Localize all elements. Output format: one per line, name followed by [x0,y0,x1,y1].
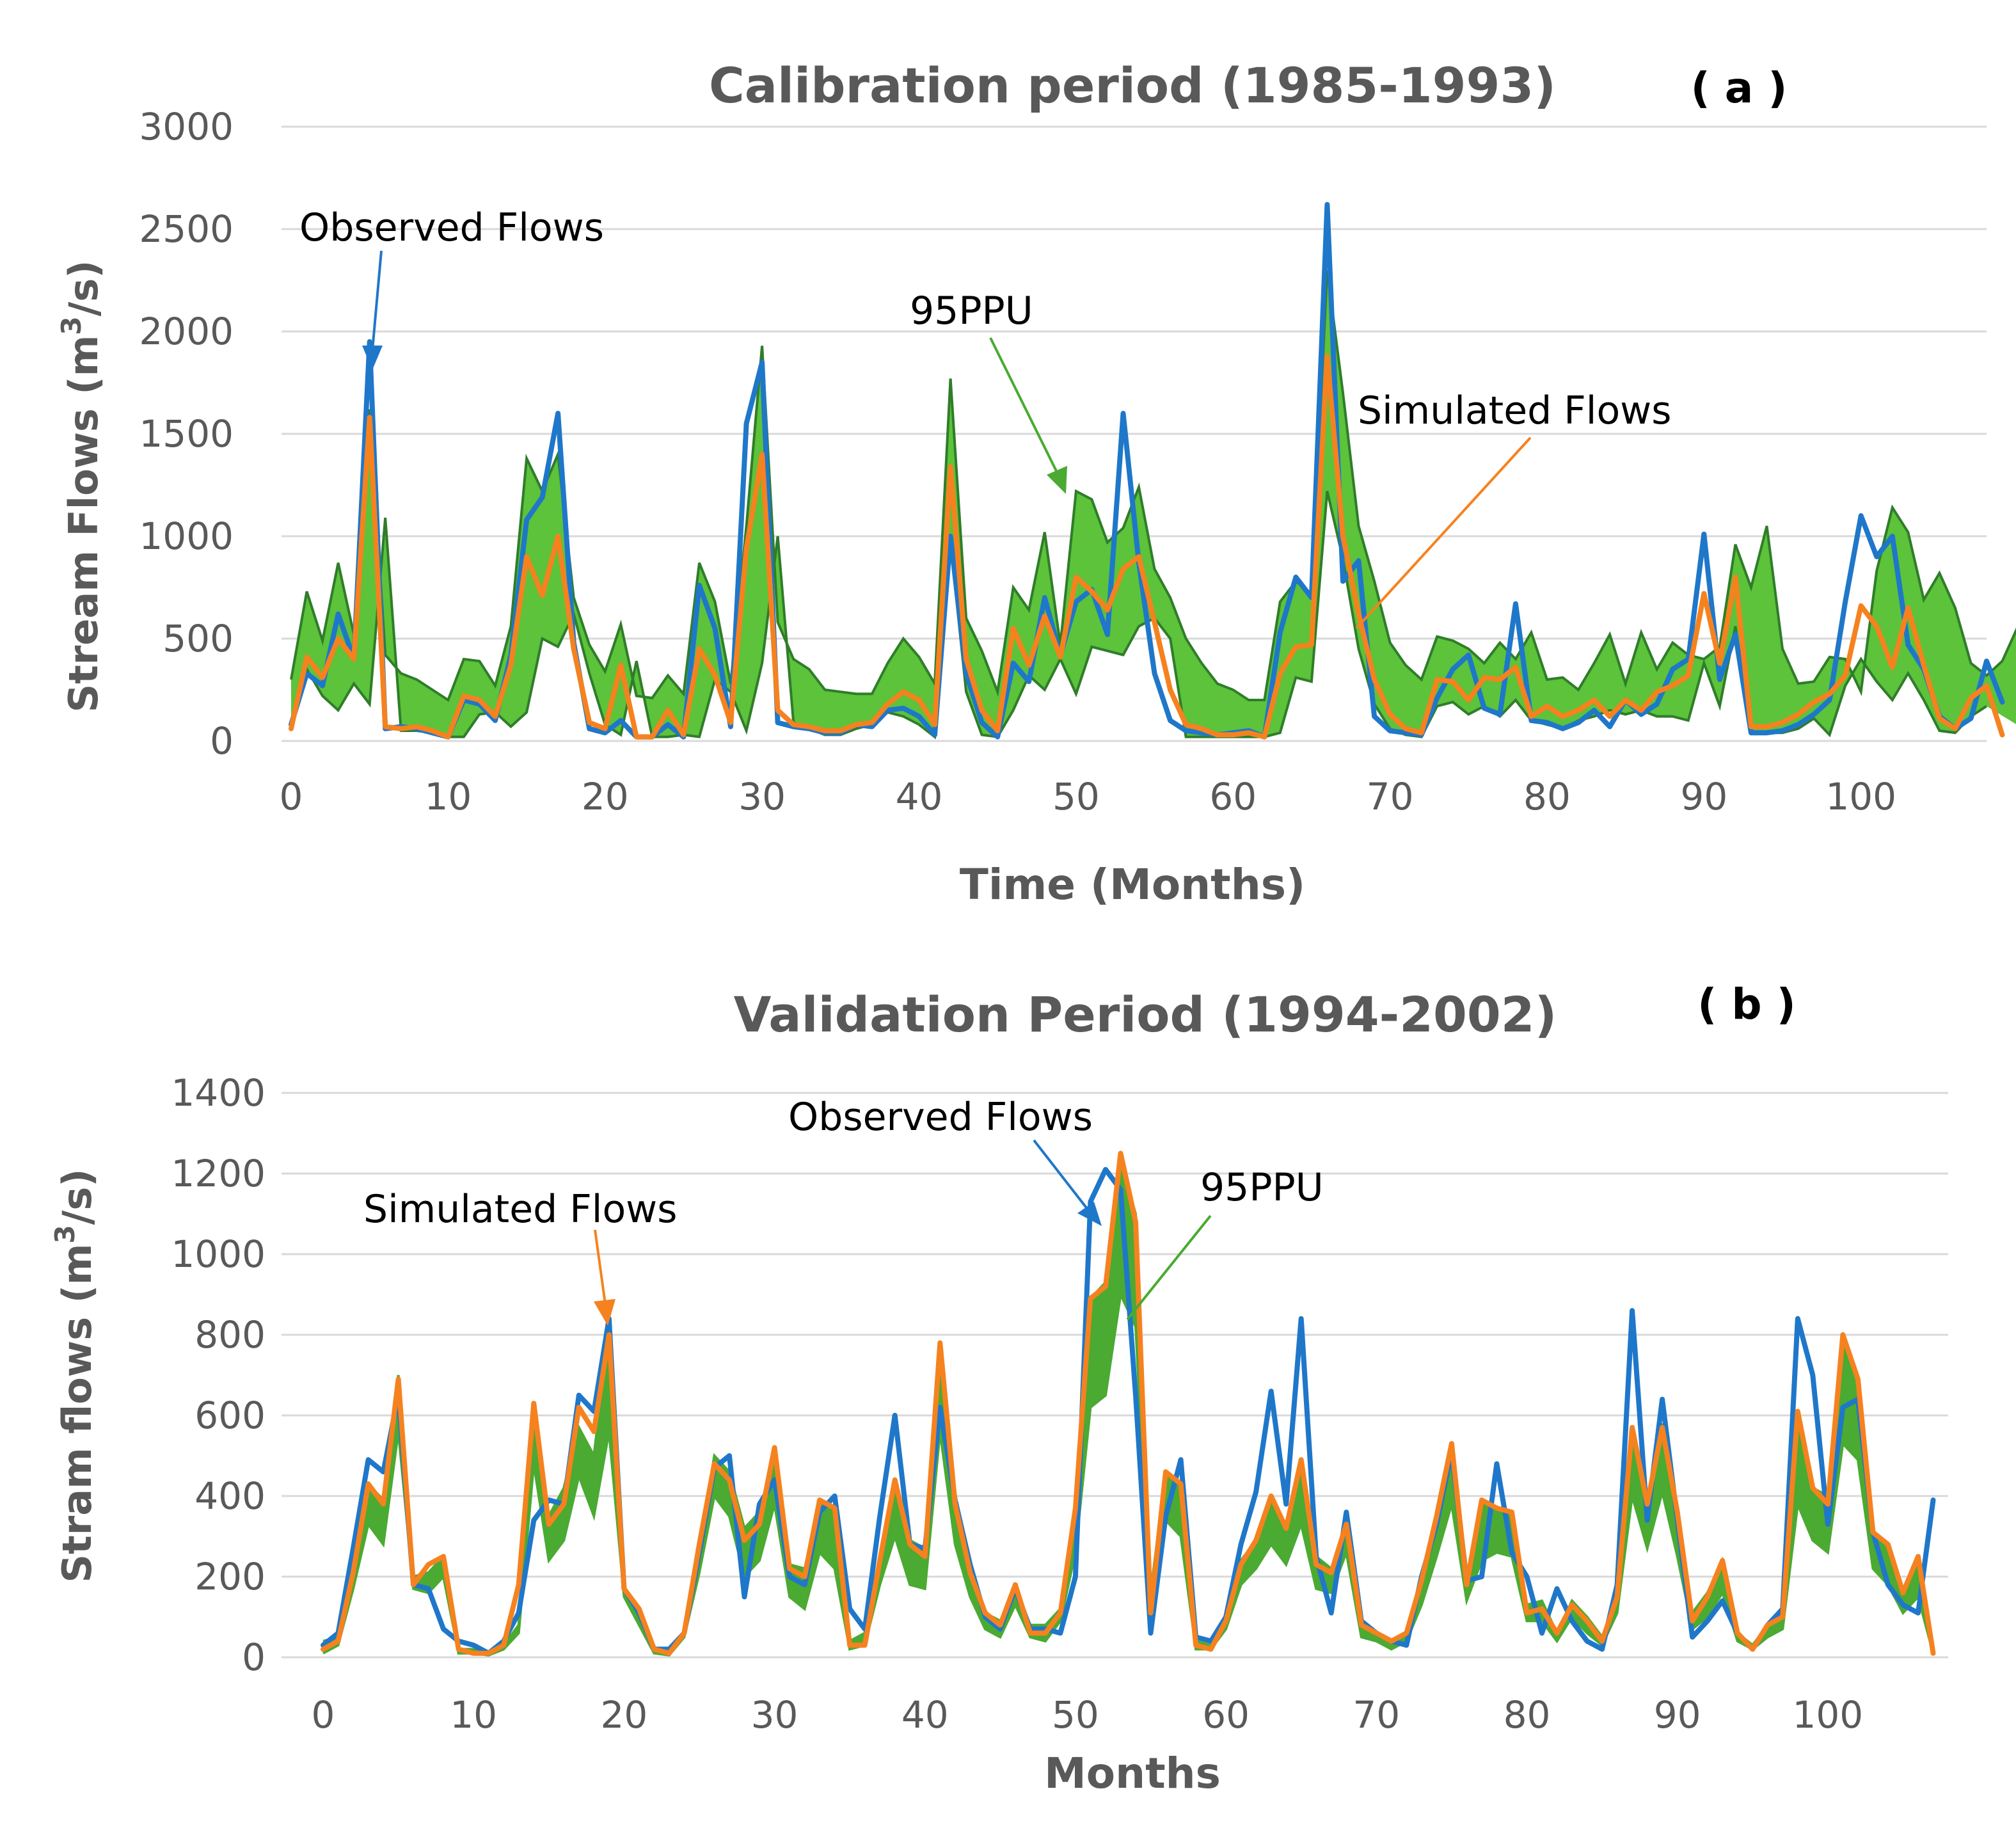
chart-b-y-tick-label: 600 [194,1394,266,1437]
chart-b-x-tick-label: 50 [1052,1693,1099,1737]
chart-b-x-tick-label: 40 [901,1693,949,1737]
chart-a-annotation-observed: Observed Flows [299,205,604,250]
chart-b-y-tick-label: 1400 [171,1071,266,1115]
chart-b-x-tick-label: 0 [312,1693,335,1737]
chart-a-x-axis-label: Time (Months) [960,860,1305,909]
chart-a-y-ticks: 0 500 1000 1500 2000 2500 3000 [139,105,234,763]
chart-b-series-observed-flows [321,1166,1936,1656]
chart-b-y-tick-label: 1000 [171,1232,266,1276]
chart-b-x-tick-label: 60 [1202,1693,1250,1737]
chart-b-observed-arrow-head [1077,1202,1102,1226]
chart-b-x-tick-label: 20 [600,1693,647,1737]
chart-b-95ppu-arrow-line [1126,1214,1212,1321]
chart-a-y-tick-label: 1500 [139,412,234,456]
chart-b-x-tick-label: 100 [1792,1693,1863,1737]
chart-a-x-tick-label: 20 [582,775,629,818]
chart-a-annotation-simulated: Simulated Flows [1358,388,1672,433]
chart-b-x-tick-label: 30 [751,1693,798,1737]
chart-b-y-label-end: /s) [54,1168,100,1225]
chart-a-observed-arrow-head [362,346,383,370]
chart-b-simulated-arrow-line [594,1229,607,1305]
chart-b-x-tick-label: 80 [1504,1693,1551,1737]
chart-b-95ppu-band [322,1161,1935,1657]
chart-b-y-tick-label: 200 [194,1555,266,1598]
chart-a-x-ticks: 0 10 20 30 40 50 60 70 80 90 100 [280,775,1897,818]
chart-b-y-tick-label: 0 [242,1636,266,1679]
chart-a-x-tick-label: 50 [1052,775,1100,818]
chart-b-annotation-observed: Observed Flows [788,1095,1093,1140]
chart-b-gridlines [282,1092,1948,1659]
chart-a-95ppu-arrow-head [1047,466,1067,494]
chart-b-y-ticks: 0 200 400 600 800 1000 1200 1400 [171,1071,266,1679]
chart-a-x-tick-label: 40 [896,775,943,818]
chart-b-x-tick-label: 10 [450,1693,497,1737]
chart-b-y-label-sup: 3 [49,1225,81,1243]
calibration-chart: Calibration period (1985-1993) ( a ) 0 50… [56,57,2016,909]
chart-b-y-tick-label: 800 [194,1313,266,1357]
chart-a-observed-arrow-line [371,250,383,351]
validation-chart: Validation Period (1994-2002) ( b ) 0200… [49,980,1948,1798]
chart-a-95ppu-arrow-line [989,337,1060,475]
chart-a-series [289,202,2005,740]
chart-a-x-tick-label: 10 [424,775,472,818]
chart-a-y-tick-label: 1000 [139,514,234,558]
chart-b-y-tick-label: 1200 [171,1152,266,1195]
chart-a-y-label-sup: 3 [56,316,87,335]
chart-a-x-tick-label: 0 [280,775,303,818]
chart-a-annotation-95ppu: 95PPU [910,289,1033,333]
chart-a-x-tick-label: 80 [1523,775,1571,818]
chart-b-annotation-simulated: Simulated Flows [363,1187,678,1232]
chart-a-y-tick-label: 500 [163,617,234,660]
chart-a-series-simulated-flows [289,353,2005,740]
chart-b-observed-arrow-line [1033,1139,1089,1211]
chart-b-panel-label: ( b ) [1697,980,1796,1029]
chart-b-series-simulated-flows [321,1150,1936,1656]
chart-b-x-tick-label: 90 [1654,1693,1701,1737]
chart-a-y-tick-label: 0 [210,719,234,763]
chart-a-x-tick-label: 100 [1825,775,1896,818]
chart-b-95ppu-area [323,1161,1933,1655]
chart-a-x-tick-label: 60 [1209,775,1257,818]
chart-a-y-tick-label: 3000 [139,105,234,148]
chart-a-panel-label: ( a ) [1691,63,1788,113]
chart-a-95ppu-upper-edge [290,269,2016,703]
chart-a-x-tick-label: 30 [738,775,786,818]
chart-a-title: Calibration period (1985-1993) [709,57,1556,114]
chart-b-annotation-95ppu: 95PPU [1200,1165,1324,1210]
chart-a-y-tick-label: 2000 [139,310,234,353]
chart-b-x-tick-label: 70 [1353,1693,1400,1737]
chart-b-y-axis-label: Stram flows (m3/s) [49,1168,100,1582]
chart-b-series [321,1150,1936,1656]
chart-a-y-label-end: /s) [60,260,107,317]
chart-b-x-ticks: 0 10 20 30 40 50 60 70 80 90 100 [312,1693,1864,1737]
chart-b-y-label-main: Stram flows (m [54,1243,100,1582]
chart-b-simulated-arrow-head [594,1299,615,1326]
chart-b-x-axis-label: Months [1044,1749,1221,1798]
chart-a-y-label-main: Stream Flows (m [60,335,107,713]
chart-b-y-tick-label: 400 [194,1474,266,1518]
chart-a-x-tick-label: 70 [1367,775,1414,818]
chart-a-x-tick-label: 90 [1680,775,1727,818]
chart-a-y-axis-label: Stream Flows (m3/s) [56,260,107,713]
chart-a-simulated-arrow-line [1355,436,1532,630]
chart-a-y-tick-label: 2500 [139,207,234,251]
chart-b-title: Validation Period (1994-2002) [734,986,1557,1043]
